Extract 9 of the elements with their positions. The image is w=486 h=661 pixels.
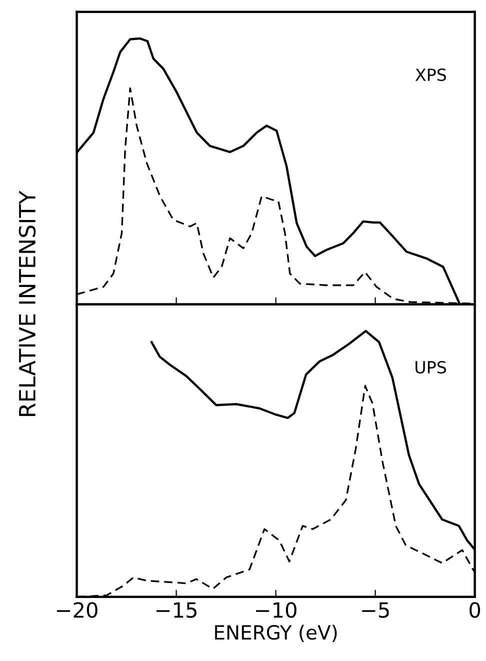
x-tick-label: −15 — [156, 602, 196, 618]
y-axis-title: RELATIVE INTENSITY — [18, 190, 36, 416]
x-tick-label: −20 — [57, 602, 98, 618]
x-tick-label: −10 — [256, 602, 296, 618]
x-tick-label: 0 — [470, 602, 480, 618]
annotation: XPS — [415, 68, 446, 82]
x-axis-title: ENERGY (eV) — [215, 624, 337, 642]
annotation: UPS — [416, 360, 446, 374]
x-tick-label: −5 — [362, 602, 389, 618]
